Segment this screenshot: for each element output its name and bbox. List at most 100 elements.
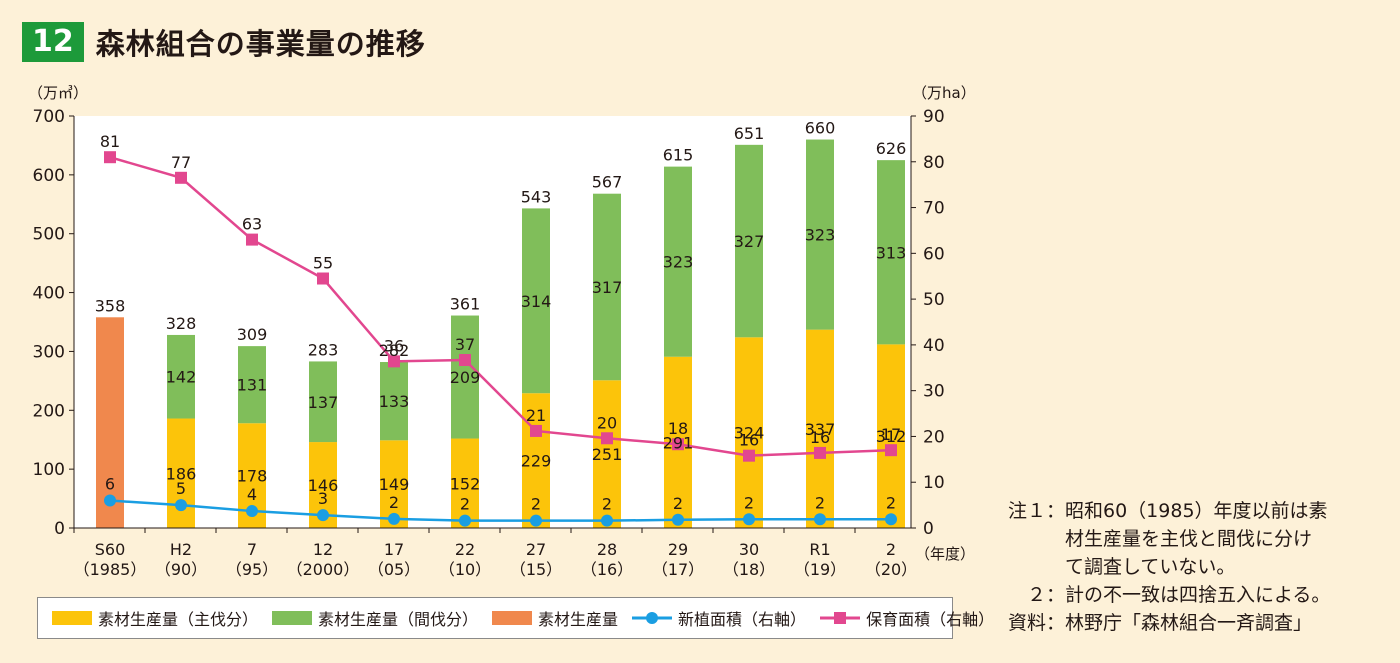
right-tick-label: 20: [923, 427, 945, 447]
bar-main: [877, 344, 905, 528]
x-tick-label: （1985）: [74, 560, 147, 579]
bar-thinning: [593, 193, 621, 381]
bar-main-label: 178: [237, 467, 268, 486]
left-tick-label: 0: [54, 519, 65, 539]
right-axis-unit: （万ha）: [912, 84, 976, 102]
tending-area-label: 63: [242, 215, 262, 234]
bar-total-label: 309: [237, 325, 268, 344]
bar-thinning: [451, 315, 479, 439]
bar-thinning: [664, 166, 692, 357]
x-tick-label: （05）: [368, 560, 420, 579]
tending-area-point: [459, 353, 471, 366]
tending-area-point: [317, 272, 329, 285]
x-tick-label: R1: [809, 540, 830, 559]
bar-main: [451, 438, 479, 528]
note-line: 材生産量を主伐と間伐に分け: [1008, 528, 1313, 550]
legend-label: 素材生産量（主伐分）: [98, 610, 259, 629]
new-planting-area-label: 2: [744, 493, 754, 512]
left-tick-label: 300: [33, 342, 65, 362]
bar-thinning-label: 314: [521, 292, 552, 311]
right-tick-label: 80: [923, 153, 945, 173]
note-line: 注１：昭和60（1985）年度以前は素: [1008, 500, 1328, 522]
note-line: 資料：林野庁「森林組合一斉調査」: [1008, 612, 1313, 634]
bar-thinning: [522, 208, 550, 394]
x-tick-label: （10）: [439, 560, 491, 579]
tending-area-point: [885, 444, 897, 457]
new-planting-area-label: 2: [886, 493, 896, 512]
bar-main-label: 149: [379, 475, 410, 494]
legend-swatch-total: [492, 611, 533, 625]
x-tick-label: 22: [455, 540, 475, 559]
x-tick-label: 17: [384, 540, 404, 559]
new-planting-area-point: [672, 513, 684, 526]
legend-item: 保育面積（右軸）: [820, 606, 994, 630]
bar-thinning-label: 323: [663, 253, 694, 272]
bar-thinning: [735, 144, 763, 338]
new-planting-area-point: [175, 499, 187, 512]
tending-area-label: 37: [455, 335, 475, 354]
x-tick-label: 29: [668, 540, 688, 559]
legend-line-tending: [820, 612, 861, 624]
bar-total-label: 283: [308, 340, 339, 359]
legend-item: 素材生産量: [492, 606, 618, 630]
legend-label: 新植面積（右軸）: [678, 610, 807, 629]
x-tick-label: 12: [313, 540, 333, 559]
right-tick-label: 30: [923, 382, 945, 402]
bar-thinning: [238, 346, 266, 424]
bar-main: [806, 329, 834, 528]
x-tick-label: 2: [886, 540, 896, 559]
bar-main-label: 337: [805, 420, 836, 439]
x-tick-label: S60: [95, 540, 126, 559]
legend-label: 素材生産量（間伐分）: [318, 610, 479, 629]
bar-total-label: 358: [95, 296, 126, 315]
new-planting-area-point: [743, 513, 755, 526]
new-planting-area-point: [104, 494, 116, 507]
chart: 0 100 200 300 400 500 600 700 0 10 20 30 40 50 60 70 80 9…: [28, 84, 976, 579]
new-planting-area-label: 2: [460, 495, 470, 514]
bar-total-label: 282: [379, 341, 410, 360]
bar-total-label: 626: [876, 139, 907, 158]
bar-thinning-label: 317: [592, 278, 623, 297]
bar-thinning: [309, 361, 337, 443]
x-tick-label: （20）: [865, 560, 917, 579]
x-tick-label: （17）: [652, 560, 704, 579]
tending-area-point: [672, 438, 684, 451]
legend-label: 保育面積（右軸）: [866, 610, 995, 629]
tending-area-point: [104, 151, 116, 164]
x-tick-label: 30: [739, 540, 759, 559]
x-tick-label: （90）: [155, 560, 207, 579]
notes: 注１：昭和60（1985）年度以前は素 材生産量を主伐と間伐に分け て調査してい…: [1008, 497, 1330, 637]
bar-main-label: 146: [308, 476, 339, 495]
bar-thinning: [380, 362, 408, 441]
new-planting-area-line: [109, 499, 891, 522]
bar-thinning-label: 323: [805, 226, 836, 245]
legend-item: 素材生産量（主伐分）: [52, 606, 258, 630]
x-tick-label: H2: [170, 540, 192, 559]
new-planting-area-label: 2: [389, 493, 399, 512]
new-planting-area-point: [814, 513, 826, 526]
new-planting-area-label: 2: [531, 495, 541, 514]
legend-line-new-planting: [632, 612, 673, 624]
tending-area-label: 20: [597, 413, 617, 432]
bar-total-label: 615: [663, 146, 694, 165]
left-tick-label: 700: [33, 107, 65, 127]
x-tick-label: 28: [597, 540, 617, 559]
right-tick-label: 60: [923, 244, 945, 264]
x-tick-label: （15）: [510, 560, 562, 579]
tending-area-point: [530, 424, 542, 437]
left-tick-label: 200: [33, 401, 65, 421]
new-planting-area-point: [885, 513, 897, 526]
right-tick-label: 90: [923, 107, 945, 127]
bar-main: [735, 337, 763, 528]
right-tick-label: 40: [923, 336, 945, 356]
new-planting-area-label: 3: [318, 489, 328, 508]
tending-area-label: 55: [313, 254, 333, 273]
tending-area-point: [743, 449, 755, 462]
new-planting-area-label: 2: [673, 494, 683, 513]
right-tick-label: 10: [923, 473, 945, 493]
legend-item: 素材生産量（間伐分）: [272, 606, 478, 630]
bar-main-label: 251: [592, 445, 623, 464]
x-tick-label: （16）: [581, 560, 633, 579]
bar-main-label: 152: [450, 474, 481, 493]
tending-area-label: 77: [171, 153, 191, 172]
